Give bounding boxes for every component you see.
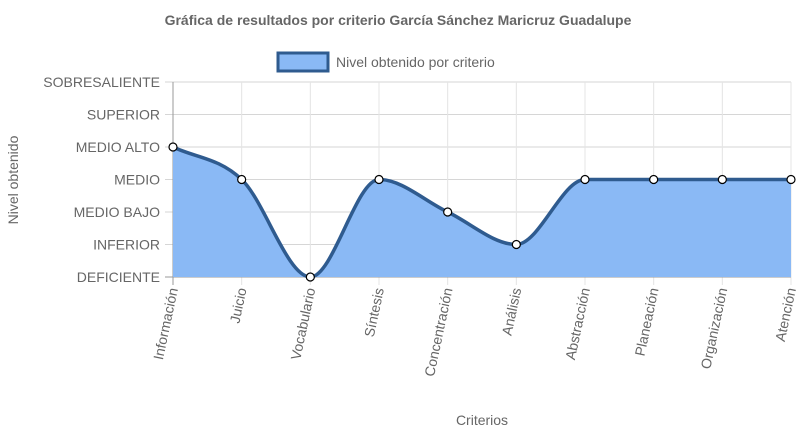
data-point[interactable] xyxy=(237,174,247,185)
x-tick-label: Información xyxy=(150,286,181,361)
x-tick-label: Síntesis xyxy=(361,286,387,338)
x-tick-label: Vocabulario xyxy=(287,286,318,361)
data-point[interactable] xyxy=(168,142,178,152)
data-point[interactable] xyxy=(443,207,453,217)
data-point[interactable] xyxy=(717,174,727,185)
data-point[interactable] xyxy=(511,239,521,250)
data-point[interactable] xyxy=(580,174,590,185)
legend[interactable]: Nivel obtenido por criterio xyxy=(276,51,495,73)
data-point[interactable] xyxy=(305,272,315,282)
data-point[interactable] xyxy=(649,174,659,185)
x-tick-label: Análisis xyxy=(499,286,525,337)
x-axis-ticks: Información Juicio Vocabulario Síntesis Conc… xyxy=(150,286,796,378)
x-tick-label: Concentración xyxy=(421,286,455,378)
y-tick-label: SUPERIOR xyxy=(87,107,160,123)
chart-title: Gráfica de resultados por criterio Garcí… xyxy=(165,12,632,28)
series-line xyxy=(172,145,791,279)
x-axis-title: Criterios xyxy=(456,412,508,428)
y-tick-label: INFERIOR xyxy=(93,237,160,253)
x-tick-label: Juicio xyxy=(227,286,250,325)
data-point[interactable] xyxy=(374,174,384,185)
x-tick-label: Organización xyxy=(697,286,730,370)
legend-swatch xyxy=(276,51,330,73)
y-tick-label: DEFICIENTE xyxy=(77,269,160,285)
x-tick-label: Planeación xyxy=(632,286,662,357)
y-tick-label: SOBRESALIENTE xyxy=(43,74,160,90)
y-tick-label: MEDIO xyxy=(114,172,160,188)
x-tick-label: Abstracción xyxy=(562,286,593,361)
plot-area xyxy=(172,145,791,279)
legend-label: Nivel obtenido por criterio xyxy=(336,54,495,70)
x-tick-label: Atención xyxy=(772,286,796,343)
y-axis-ticks: DEFICIENTE INFERIOR MEDIO BAJO MEDIO MEDIO A… xyxy=(43,74,160,285)
data-point[interactable] xyxy=(786,174,796,185)
data-points xyxy=(168,142,796,282)
y-tick-label: MEDIO BAJO xyxy=(74,204,160,220)
y-tick-label: MEDIO ALTO xyxy=(76,139,160,155)
y-axis-title: Nivel obtenido xyxy=(5,135,21,224)
